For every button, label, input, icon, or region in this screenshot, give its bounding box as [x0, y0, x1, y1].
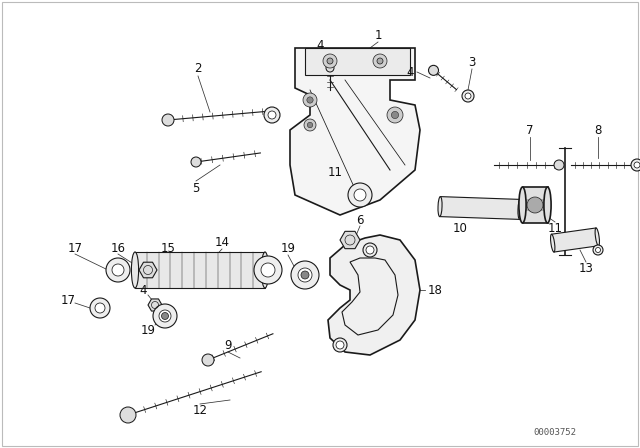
- Circle shape: [323, 54, 337, 68]
- Circle shape: [326, 64, 334, 72]
- Circle shape: [254, 256, 282, 284]
- Polygon shape: [522, 187, 547, 223]
- Text: 00003752: 00003752: [534, 427, 577, 436]
- Ellipse shape: [438, 197, 442, 216]
- Circle shape: [348, 183, 372, 207]
- Text: 17: 17: [67, 241, 83, 254]
- Ellipse shape: [131, 252, 139, 288]
- Text: 3: 3: [468, 56, 476, 69]
- Circle shape: [593, 245, 603, 255]
- Circle shape: [120, 407, 136, 423]
- Polygon shape: [340, 231, 360, 249]
- Text: 8: 8: [595, 124, 602, 137]
- Circle shape: [90, 298, 110, 318]
- Text: 11: 11: [547, 221, 563, 234]
- Circle shape: [298, 268, 312, 282]
- Text: 1: 1: [374, 29, 381, 42]
- Circle shape: [307, 97, 313, 103]
- Circle shape: [307, 122, 313, 128]
- Circle shape: [261, 263, 275, 277]
- Text: 7: 7: [526, 124, 534, 137]
- Circle shape: [634, 162, 640, 168]
- Polygon shape: [552, 228, 598, 252]
- Circle shape: [161, 313, 168, 319]
- Circle shape: [465, 93, 471, 99]
- Polygon shape: [440, 197, 520, 220]
- Circle shape: [291, 261, 319, 289]
- Text: 17: 17: [61, 293, 76, 306]
- Circle shape: [631, 159, 640, 171]
- Ellipse shape: [519, 187, 526, 223]
- Ellipse shape: [595, 228, 600, 246]
- Circle shape: [554, 160, 564, 170]
- Circle shape: [373, 54, 387, 68]
- Ellipse shape: [518, 199, 522, 220]
- Circle shape: [162, 114, 174, 126]
- Circle shape: [112, 264, 124, 276]
- Ellipse shape: [261, 252, 269, 288]
- Circle shape: [527, 197, 543, 213]
- Circle shape: [595, 247, 600, 253]
- Text: 4: 4: [406, 65, 413, 78]
- Polygon shape: [305, 48, 410, 75]
- Circle shape: [268, 111, 276, 119]
- Text: 18: 18: [428, 284, 442, 297]
- Circle shape: [462, 90, 474, 102]
- Polygon shape: [135, 252, 265, 288]
- Circle shape: [191, 157, 201, 167]
- Circle shape: [392, 112, 399, 119]
- Polygon shape: [290, 48, 420, 215]
- Circle shape: [429, 65, 438, 75]
- Circle shape: [153, 304, 177, 328]
- Circle shape: [354, 189, 366, 201]
- Text: 12: 12: [193, 404, 207, 417]
- Text: 4: 4: [316, 39, 324, 52]
- Ellipse shape: [550, 234, 555, 252]
- Text: 19: 19: [141, 323, 156, 336]
- Text: 5: 5: [192, 181, 200, 194]
- Circle shape: [366, 246, 374, 254]
- Text: 2: 2: [195, 61, 202, 74]
- Ellipse shape: [544, 187, 551, 223]
- Circle shape: [202, 354, 214, 366]
- Circle shape: [304, 119, 316, 131]
- Circle shape: [333, 338, 347, 352]
- Text: 16: 16: [111, 241, 125, 254]
- Circle shape: [387, 107, 403, 123]
- Text: 11: 11: [328, 165, 342, 178]
- Circle shape: [363, 243, 377, 257]
- Text: 15: 15: [161, 241, 175, 254]
- Circle shape: [159, 310, 171, 322]
- Circle shape: [377, 58, 383, 64]
- Polygon shape: [148, 299, 162, 311]
- Circle shape: [106, 258, 130, 282]
- Text: 9: 9: [224, 339, 232, 352]
- Circle shape: [95, 303, 105, 313]
- Text: 4: 4: [140, 284, 147, 297]
- Circle shape: [264, 107, 280, 123]
- Polygon shape: [328, 235, 420, 355]
- Circle shape: [336, 341, 344, 349]
- Text: 6: 6: [356, 214, 364, 227]
- Circle shape: [301, 271, 309, 279]
- Text: 14: 14: [214, 236, 230, 249]
- Polygon shape: [139, 262, 157, 278]
- Text: 13: 13: [579, 262, 593, 275]
- Text: 19: 19: [280, 241, 296, 254]
- Circle shape: [303, 93, 317, 107]
- Text: 10: 10: [452, 221, 467, 234]
- Circle shape: [327, 58, 333, 64]
